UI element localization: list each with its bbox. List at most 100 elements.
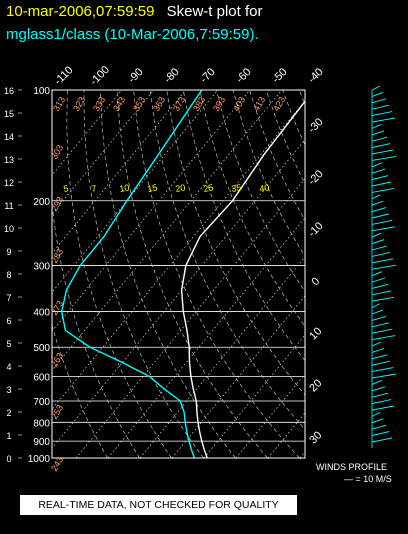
wind-barb bbox=[371, 104, 390, 110]
wind-barb bbox=[371, 290, 392, 296]
dry-adiabat-line bbox=[166, 90, 305, 396]
pressure-tick-label: 700 bbox=[33, 397, 50, 408]
right-temp-label: -30 bbox=[306, 116, 326, 136]
dry-adiabat-line bbox=[149, 90, 305, 430]
altitude-tick-label: 10 bbox=[4, 224, 14, 234]
wind-barb bbox=[371, 277, 386, 283]
plot-area bbox=[52, 90, 408, 458]
theta-left-label: 293 bbox=[49, 195, 65, 213]
isotherm-line bbox=[52, 100, 305, 410]
wind-barb bbox=[371, 219, 393, 225]
dry-adiabat-line bbox=[332, 90, 408, 458]
theta-left-label: 303 bbox=[49, 143, 65, 161]
theta-left-label: 283 bbox=[49, 247, 65, 265]
pressure-tick-label: 1000 bbox=[28, 454, 51, 465]
top-temp-label: -60 bbox=[234, 66, 254, 86]
theta-label: 313 bbox=[51, 95, 67, 113]
top-temp-label: -100 bbox=[88, 64, 112, 88]
top-temp-label: -110 bbox=[52, 64, 75, 87]
right-temp-label: 10 bbox=[307, 325, 324, 342]
wind-barb bbox=[371, 386, 386, 392]
wind-barb bbox=[371, 424, 387, 430]
isotherm-line bbox=[299, 451, 305, 458]
pressure-tick-label: 200 bbox=[33, 197, 50, 208]
wind-barb bbox=[371, 85, 381, 91]
wind-barb bbox=[371, 315, 387, 321]
wind-barb bbox=[371, 245, 388, 251]
wind-barb bbox=[371, 354, 388, 360]
temperature-profile-line bbox=[180, 100, 305, 458]
chart-station: mglass1/class bbox=[6, 26, 101, 43]
wind-barb bbox=[371, 213, 390, 219]
altitude-tick-label: 11 bbox=[4, 201, 13, 211]
dry-adiabat-line bbox=[316, 90, 408, 458]
altitude-tick-label: 12 bbox=[4, 178, 14, 188]
winds-profile-scale: — = 10 M/S bbox=[344, 474, 392, 484]
isotherm-line bbox=[332, 90, 408, 458]
wind-barb bbox=[371, 264, 397, 270]
wind-barb bbox=[371, 232, 382, 238]
isotherm-line bbox=[52, 90, 219, 293]
right-temp-label: 0 bbox=[309, 275, 322, 288]
chart-datetime: 10-mar-2006,07:59:59 bbox=[6, 3, 155, 20]
wind-barb bbox=[371, 207, 387, 213]
altitude-tick-label: 6 bbox=[6, 316, 11, 326]
quality-notice: REAL-TIME DATA, NOT CHECKED FOR QUALITY bbox=[19, 494, 298, 516]
wind-barb bbox=[371, 130, 385, 136]
wind-barb bbox=[371, 283, 389, 289]
altitude-tick-label: 14 bbox=[4, 132, 14, 142]
wind-barb bbox=[371, 405, 395, 411]
dry-adiabat-line bbox=[83, 90, 204, 458]
wind-barb bbox=[371, 149, 394, 155]
top-temp-label: -50 bbox=[270, 66, 290, 86]
mixing-ratio-label: 7 bbox=[91, 183, 98, 194]
altitude-tick-label: 7 bbox=[6, 293, 11, 303]
dry-adiabat-line bbox=[265, 90, 305, 185]
top-temp-label: -90 bbox=[126, 66, 146, 86]
wind-barb bbox=[371, 194, 381, 200]
wind-barb bbox=[371, 411, 381, 417]
wind-barb bbox=[371, 431, 390, 437]
isotherm-line bbox=[52, 90, 187, 254]
wind-barb bbox=[371, 181, 392, 187]
dry-adiabat-line bbox=[52, 323, 108, 458]
wind-barb bbox=[371, 155, 397, 161]
theta-label: 373 bbox=[171, 95, 187, 113]
wind-barb bbox=[371, 175, 389, 181]
isotherm-line bbox=[267, 412, 305, 458]
altitude-tick-label: 1 bbox=[6, 431, 11, 441]
isotherm-line bbox=[52, 90, 251, 332]
wind-barb bbox=[371, 187, 395, 193]
isotherm-line bbox=[171, 295, 305, 458]
wind-barb bbox=[371, 239, 385, 245]
mixing-ratio-label: 40 bbox=[259, 182, 271, 194]
mixing-ratio-label: 20 bbox=[175, 182, 187, 194]
wind-barb bbox=[371, 271, 383, 277]
altitude-tick-label: 5 bbox=[6, 339, 11, 349]
wind-barb bbox=[371, 226, 396, 232]
right-temp-label: 20 bbox=[307, 377, 324, 394]
theta-label: 383 bbox=[191, 95, 207, 113]
altitude-tick-label: 9 bbox=[6, 247, 11, 257]
wind-barb bbox=[371, 117, 396, 123]
dry-adiabat-line bbox=[52, 198, 140, 458]
wind-barb bbox=[371, 251, 391, 257]
theta-label: 363 bbox=[151, 95, 167, 113]
plot-frame bbox=[51, 89, 306, 459]
pressure-tick-label: 800 bbox=[33, 418, 50, 429]
mixing-ratio-label: 35 bbox=[231, 182, 243, 194]
isotherm-line bbox=[107, 217, 305, 458]
wind-barb bbox=[371, 309, 384, 315]
mixing-ratio-label: 25 bbox=[203, 182, 215, 194]
dry-adiabat-line bbox=[182, 90, 305, 362]
theta-left-label: 253 bbox=[49, 403, 65, 421]
winds-profile-caption: WINDS PROFILE bbox=[316, 462, 388, 472]
altitude-tick-label: 8 bbox=[6, 270, 11, 280]
chart-plot-label: Skew-t plot for bbox=[166, 3, 263, 20]
theta-label: 353 bbox=[131, 95, 147, 113]
isotherm-line bbox=[52, 139, 305, 449]
altitude-tick-label: 15 bbox=[4, 109, 14, 119]
dry-adiabat-line bbox=[100, 90, 236, 458]
wind-barb bbox=[371, 322, 390, 328]
wind-barb bbox=[371, 399, 392, 405]
